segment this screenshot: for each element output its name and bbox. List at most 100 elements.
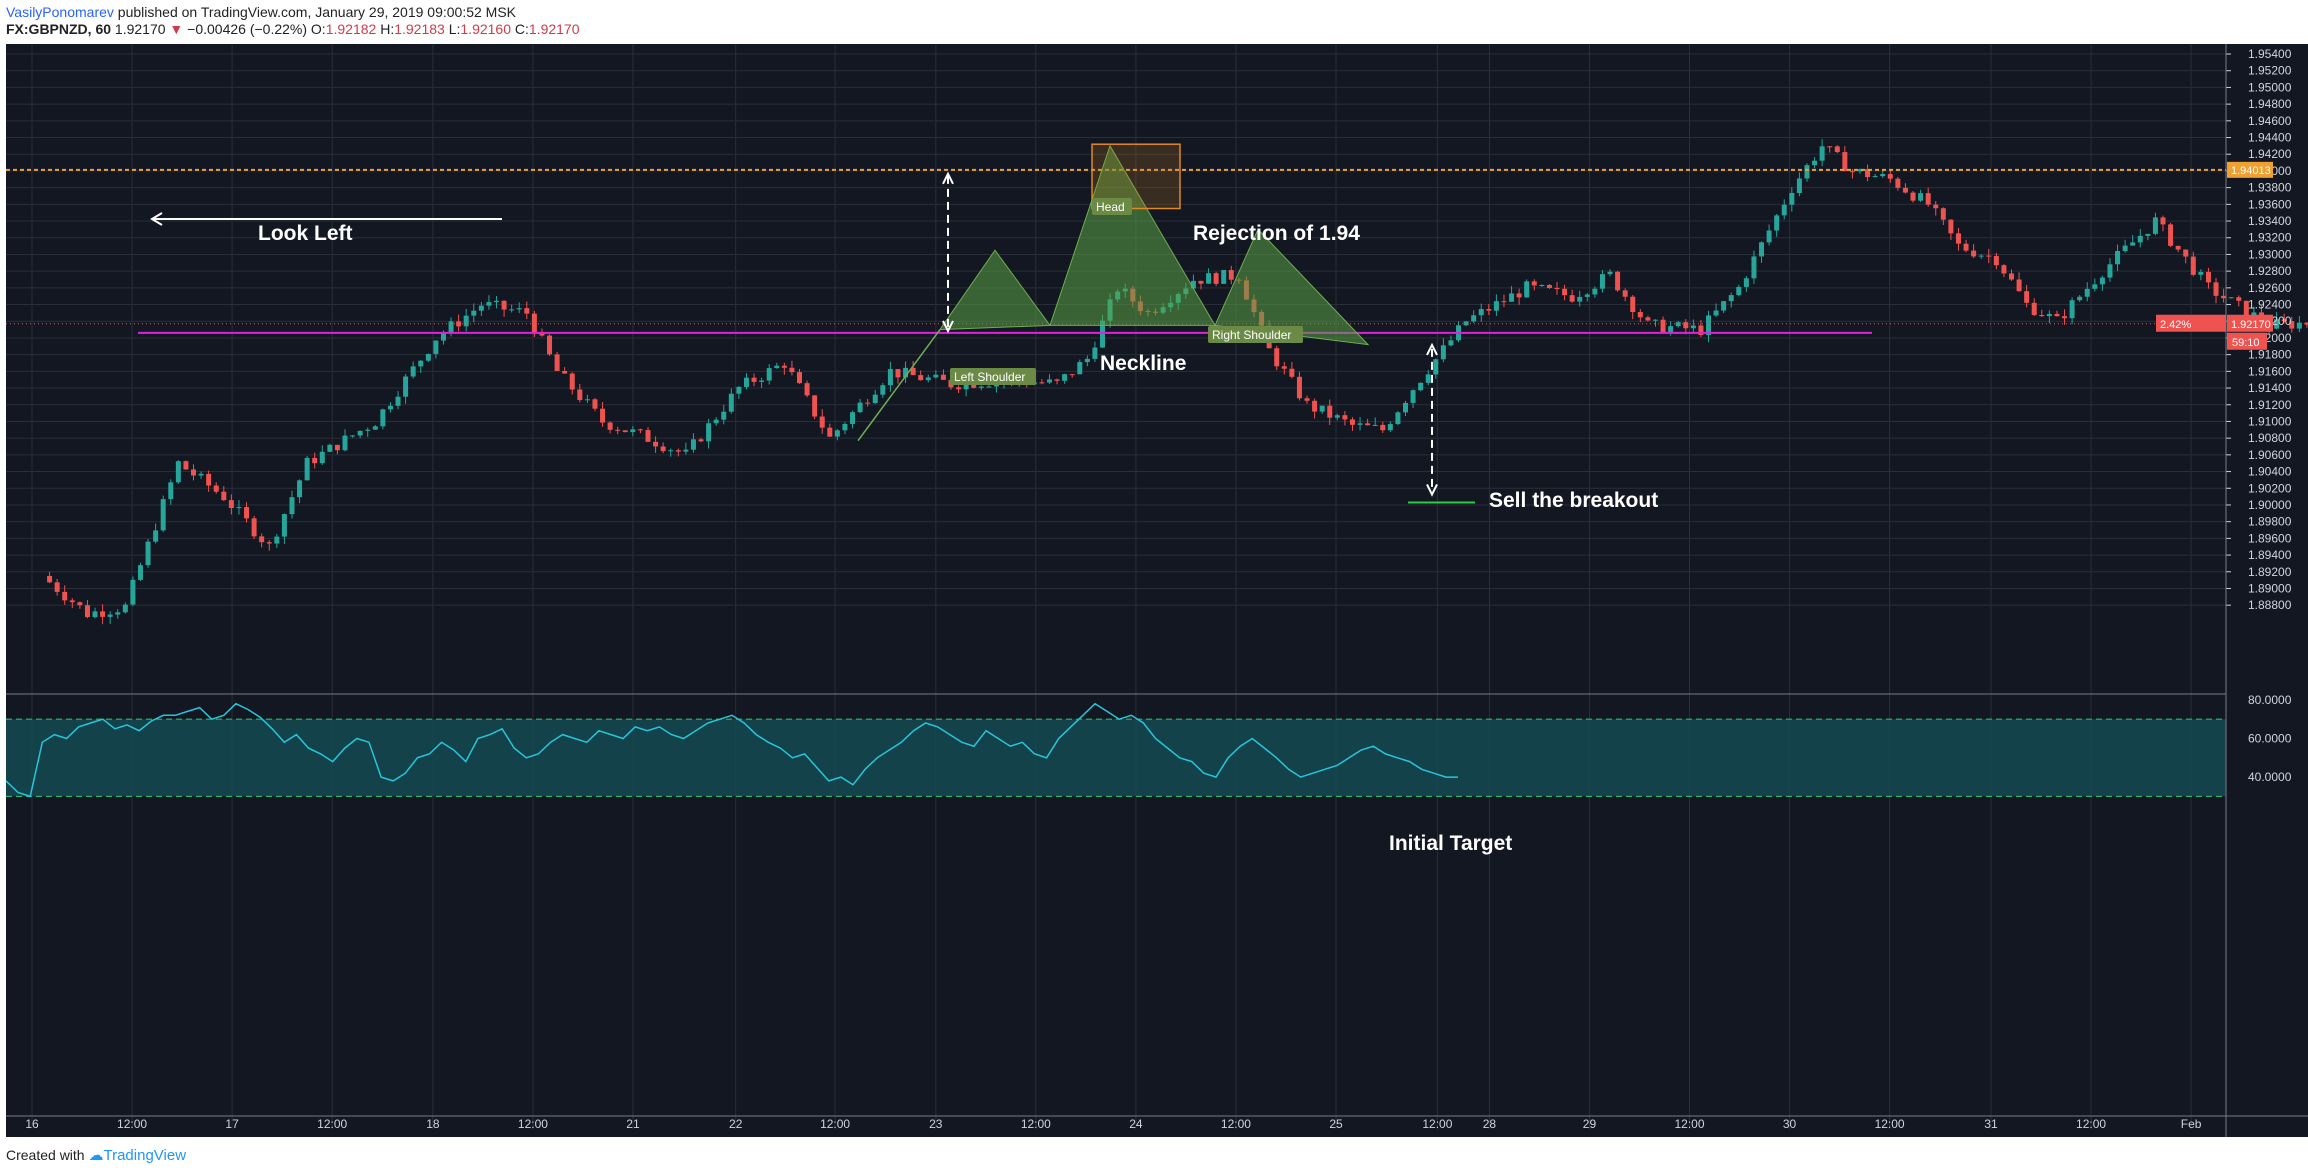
candle-body	[244, 507, 250, 519]
candle-body	[1342, 415, 1348, 420]
candle-body	[910, 367, 916, 376]
candle-body	[1849, 171, 1855, 173]
candle-body	[842, 424, 848, 431]
candle-body	[1804, 165, 1810, 179]
candle-body	[509, 309, 515, 311]
candle-body	[1039, 382, 1045, 384]
candle-body	[1774, 215, 1780, 231]
candle-body	[1206, 273, 1212, 284]
candle-body	[2175, 245, 2181, 250]
left-shoulder-label: Left Shoulder	[954, 370, 1025, 384]
candle-body	[1698, 325, 1704, 335]
candle-body	[850, 412, 856, 425]
time-tick-label: 29	[1583, 1117, 1597, 1131]
candle-body	[2024, 291, 2030, 303]
candle-body	[698, 439, 704, 442]
price-tick-label: 1.91800	[2248, 348, 2292, 362]
candle-body	[1690, 325, 1696, 329]
candle-body	[1978, 255, 1984, 257]
price-tick-label: 1.91200	[2248, 398, 2292, 412]
candle-body	[327, 444, 333, 452]
candle-body	[206, 473, 212, 486]
candle-body	[304, 457, 310, 481]
candle-body	[440, 333, 446, 341]
ohlc-line: FX:GBPNZD, 60 1.92170 ▼ −0.00426 (−0.22%…	[6, 21, 580, 37]
rejection-label: Rejection of 1.94	[1193, 222, 1360, 245]
arrow-up-icon	[942, 171, 954, 185]
candle-body	[1584, 294, 1590, 297]
candle-body	[1880, 174, 1886, 177]
price-tick-label: 1.89200	[2248, 565, 2292, 579]
candle-body	[425, 353, 431, 361]
candle-body	[1736, 286, 1742, 296]
candle-body	[1198, 280, 1204, 284]
candle-body	[1766, 230, 1772, 243]
price-tick-label: 1.90000	[2248, 498, 2292, 512]
candle-body	[971, 382, 977, 388]
candle-body	[1781, 204, 1787, 216]
candle-body	[963, 382, 969, 390]
candle-body	[1963, 243, 1969, 251]
candle-body	[297, 480, 303, 498]
candle-body	[1365, 423, 1371, 426]
time-tick-label: 12:00	[1021, 1117, 1051, 1131]
rsi-tick-label: 60.0000	[2248, 731, 2292, 745]
candle-body	[115, 612, 121, 615]
candle-body	[789, 367, 795, 373]
chart-canvas[interactable]: 1.95400 1.95200 1.95000 1.94800 1.94600 1.944…	[0, 44, 2308, 1144]
candle-body	[1213, 273, 1219, 284]
candle-body	[1304, 398, 1310, 401]
candle-body	[266, 542, 272, 544]
price-tick-label: 1.89400	[2248, 548, 2292, 562]
candle-body	[547, 335, 553, 355]
candle-body	[986, 386, 992, 388]
candle-body	[153, 530, 159, 542]
author-link[interactable]: VasilyPonomarev	[6, 4, 114, 20]
footer: Created with ☁TradingView	[6, 1146, 186, 1164]
high-label: H:	[380, 21, 395, 37]
countdown-tag	[2227, 332, 2267, 350]
candle-body	[221, 491, 227, 501]
candle-body	[721, 411, 727, 420]
price-tick-label: 1.92600	[2248, 281, 2292, 295]
candle-body	[1501, 301, 1507, 303]
candle-body	[1554, 288, 1560, 290]
sell-breakout-label: Sell the breakout	[1489, 489, 1658, 512]
candle-body	[92, 611, 98, 618]
candle-body	[774, 365, 780, 369]
candle-body	[319, 451, 325, 464]
time-tick-label: 12:00	[317, 1117, 347, 1131]
candle-body	[1842, 152, 1848, 172]
candle-body	[1993, 255, 1999, 266]
right-shoulder-label-bg	[1208, 326, 1303, 343]
rejection-box	[1091, 143, 1181, 210]
candle-body	[2099, 277, 2105, 285]
arrow-down-icon	[1426, 484, 1438, 497]
candle-body	[569, 373, 575, 390]
candle-body	[403, 376, 409, 397]
candle-body	[1403, 402, 1408, 413]
tradingview-logo-icon[interactable]: ☁TradingView	[88, 1147, 187, 1164]
candle-body	[940, 374, 946, 380]
candle-body	[1054, 379, 1060, 381]
initial-target-label: Initial Target	[1389, 832, 1512, 855]
low-value: 1.92160	[460, 21, 511, 37]
candle-body	[47, 575, 53, 583]
candle-body	[395, 396, 401, 406]
candle-body	[281, 514, 287, 537]
time-tick-label: Feb	[2181, 1117, 2202, 1131]
left-shoulder-label-bg	[950, 368, 1036, 385]
candle-body	[1084, 358, 1090, 363]
candle-body	[168, 482, 174, 500]
published-text: published on TradingView.com, January 29…	[113, 4, 517, 20]
candle-body	[69, 600, 75, 603]
candle-body	[387, 405, 393, 410]
candle-body	[1887, 174, 1893, 179]
candle-body	[2062, 316, 2068, 319]
candle-body	[2296, 322, 2302, 329]
candle-body	[433, 340, 439, 354]
candle-body	[1486, 309, 1492, 311]
open-label: O:	[310, 21, 326, 37]
candle-body	[1312, 400, 1318, 412]
candle-body	[524, 308, 530, 314]
